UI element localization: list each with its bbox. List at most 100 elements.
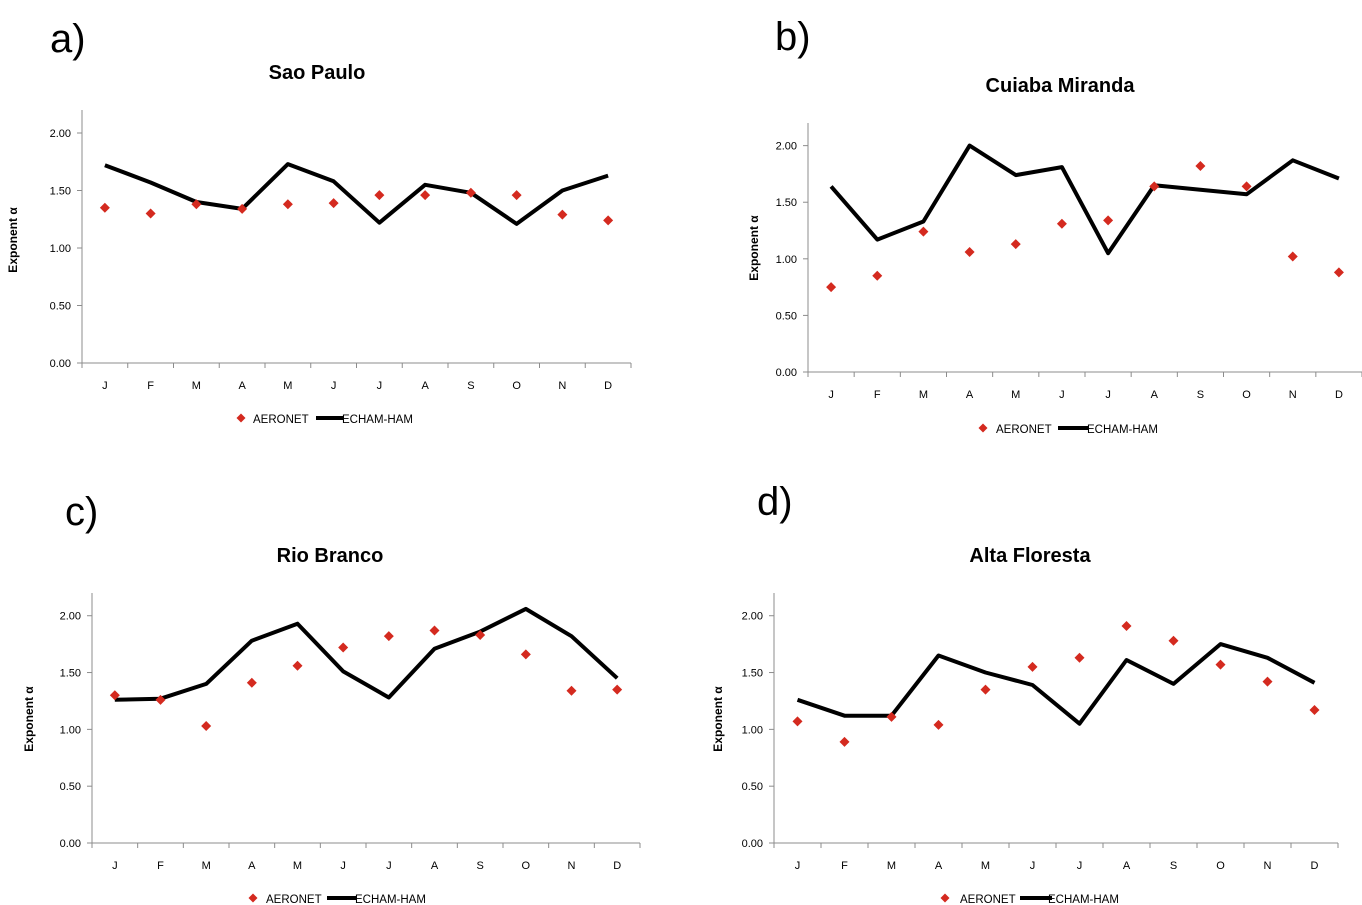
- aeronet-point: [872, 270, 883, 281]
- legend-echam-label: ECHAM-HAM: [342, 414, 413, 426]
- x-tick-label: D: [604, 380, 612, 392]
- aeronet-point: [1010, 239, 1021, 250]
- x-tick-label: A: [431, 860, 439, 872]
- x-tick-label: S: [1170, 860, 1177, 872]
- y-tick-label: 1.00: [60, 724, 81, 736]
- y-tick-label: 2.00: [60, 611, 81, 623]
- aeronet-point: [1287, 251, 1298, 262]
- y-axis-label: Exponent α: [22, 686, 36, 752]
- aeronet-point: [109, 690, 120, 701]
- y-tick-label: 1.00: [742, 724, 763, 736]
- aeronet-point: [420, 190, 431, 201]
- aeronet-point: [886, 711, 897, 722]
- legend-aeronet-marker: [248, 893, 258, 903]
- y-tick-label: 0.00: [50, 358, 71, 370]
- x-tick-label: J: [386, 860, 392, 872]
- aeronet-point: [603, 215, 614, 226]
- aeronet-point: [566, 685, 577, 696]
- aeronet-point: [1195, 161, 1206, 172]
- x-tick-label: M: [202, 860, 211, 872]
- aeronet-point: [145, 208, 156, 219]
- y-tick-label: 1.50: [50, 186, 71, 198]
- x-tick-label: N: [1289, 389, 1297, 401]
- aeronet-point: [1121, 620, 1132, 631]
- x-tick-label: N: [1264, 860, 1272, 872]
- aeronet-point: [964, 247, 975, 258]
- aeronet-point: [429, 625, 440, 636]
- legend-aeronet-label: AERONET: [253, 414, 309, 426]
- y-tick-label: 0.50: [776, 310, 797, 322]
- y-tick-label: 1.00: [776, 254, 797, 266]
- chart-panel: b) Cuiaba Miranda 0.00 0.50 1.00 1.50 2.00 J F M A…: [747, 15, 1362, 436]
- aeronet-point: [826, 282, 837, 293]
- x-tick-label: O: [1216, 860, 1225, 872]
- x-tick-label: S: [467, 380, 474, 392]
- aeronet-point: [1168, 635, 1179, 646]
- x-tick-label: O: [522, 860, 531, 872]
- aeronet-point: [839, 736, 850, 747]
- x-tick-label: J: [331, 380, 337, 392]
- aeronet-point: [511, 190, 522, 201]
- echam-ham-series-line: [104, 162, 609, 226]
- aeronet-point: [980, 684, 991, 695]
- x-tick-label: J: [340, 860, 346, 872]
- legend-echam-label: ECHAM-HAM: [1087, 424, 1158, 436]
- x-tick-label: A: [248, 860, 256, 872]
- x-tick-label: J: [795, 860, 801, 872]
- x-tick-label: M: [1011, 389, 1020, 401]
- x-tick-label: J: [828, 389, 834, 401]
- aeronet-point: [465, 187, 476, 198]
- aeronet-point: [1074, 652, 1085, 663]
- y-axis-label: Exponent α: [747, 215, 761, 281]
- legend-aeronet-marker: [940, 893, 950, 903]
- echam-ham-series-line: [796, 642, 1316, 726]
- x-tick-label: F: [147, 380, 154, 392]
- aeronet-point: [191, 199, 202, 210]
- x-tick-label: J: [102, 380, 108, 392]
- y-tick-label: 1.50: [60, 668, 81, 680]
- aeronet-point: [246, 677, 257, 688]
- chart-title: Cuiaba Miranda: [986, 75, 1136, 97]
- x-tick-label: D: [1311, 860, 1319, 872]
- y-tick-label: 0.50: [742, 781, 763, 793]
- x-tick-label: O: [512, 380, 521, 392]
- aeronet-point: [237, 203, 248, 214]
- x-tick-label: M: [192, 380, 201, 392]
- y-tick-label: 2.00: [776, 141, 797, 153]
- x-tick-label: N: [568, 860, 576, 872]
- x-tick-label: A: [1151, 389, 1159, 401]
- x-tick-label: F: [157, 860, 164, 872]
- aeronet-point: [383, 631, 394, 642]
- x-tick-label: N: [558, 380, 566, 392]
- legend-aeronet-label: AERONET: [266, 894, 322, 905]
- aeronet-point: [557, 209, 568, 220]
- aeronet-point: [1215, 659, 1226, 670]
- echam-ham-series-line: [114, 606, 619, 702]
- x-tick-label: D: [613, 860, 621, 872]
- chart-title: Sao Paulo: [269, 62, 366, 84]
- y-tick-label: 1.50: [776, 197, 797, 209]
- x-tick-label: S: [1197, 389, 1204, 401]
- x-tick-label: J: [112, 860, 118, 872]
- x-tick-label: M: [981, 860, 990, 872]
- y-tick-label: 2.00: [742, 611, 763, 623]
- aeronet-point: [475, 630, 486, 641]
- aeronet-point: [918, 226, 929, 237]
- y-tick-label: 0.00: [742, 838, 763, 850]
- y-tick-label: 0.00: [60, 838, 81, 850]
- legend-aeronet-label: AERONET: [960, 894, 1016, 905]
- aeronet-point: [338, 642, 349, 653]
- y-tick-label: 1.00: [50, 243, 71, 255]
- aeronet-point: [1262, 676, 1273, 687]
- chart-title: Alta Floresta: [969, 545, 1091, 567]
- legend-aeronet-marker: [236, 413, 246, 423]
- echam-ham-series-line: [829, 143, 1340, 256]
- aeronet-point: [612, 684, 623, 695]
- x-tick-label: M: [293, 860, 302, 872]
- aeronet-point: [328, 198, 339, 209]
- x-tick-label: F: [841, 860, 848, 872]
- x-tick-label: O: [1242, 389, 1251, 401]
- aeronet-point: [374, 190, 385, 201]
- legend-aeronet-label: AERONET: [996, 424, 1052, 436]
- x-tick-label: J: [1105, 389, 1111, 401]
